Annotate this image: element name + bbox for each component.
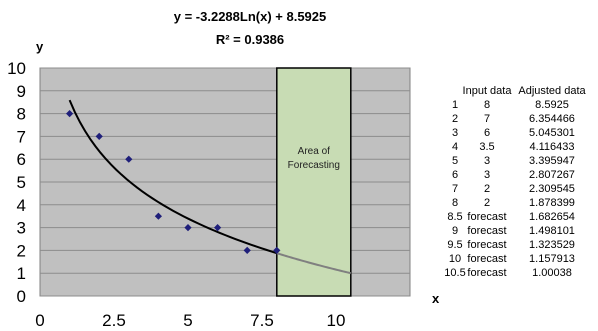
x-tick-label: 5 [183, 311, 192, 326]
data-point [273, 246, 281, 254]
table-cell: 2.807267 [529, 169, 575, 181]
y-tick-label: 5 [17, 173, 26, 192]
table-header: Input data [463, 85, 513, 97]
table-cell: 2 [484, 183, 490, 195]
data-point [125, 155, 133, 163]
table-cell: 1.00038 [532, 267, 572, 279]
y-tick-label: 9 [17, 82, 26, 101]
y-axis-label: y [36, 39, 44, 54]
table-cell: 1.157913 [529, 253, 575, 265]
x-tick-label: 0 [35, 311, 44, 326]
data-point [243, 246, 251, 254]
y-tick-label: 1 [17, 264, 26, 283]
data-point [154, 212, 162, 220]
table-cell: 1.682654 [529, 211, 575, 223]
table-cell: forecast [467, 239, 506, 251]
data-point [214, 224, 222, 232]
table-cell: 8 [484, 99, 490, 111]
chart-r-squared: R² = 0.9386 [216, 32, 284, 47]
y-tick-label: 0 [17, 287, 26, 306]
table-cell: 6.354466 [529, 113, 575, 125]
y-tick-label: 10 [7, 59, 26, 78]
plot-layer: Area of Forecasting 0 1 2 3 4 5 6 7 8 9 10 0 2.5 5 7.5 10 [7, 59, 411, 330]
table-cell: 1.323529 [529, 239, 575, 251]
table-cell: 7 [484, 113, 490, 125]
table-cell: 9 [452, 225, 458, 237]
table-cell: 10 [449, 253, 461, 265]
table-cell: 3.5 [479, 141, 494, 153]
table-cell: 1.878399 [529, 197, 575, 209]
table-cell: forecast [467, 211, 506, 223]
forecast-region [276, 67, 352, 297]
table-cell: 1.498101 [529, 225, 575, 237]
table-cell: 4.116433 [529, 141, 574, 153]
table-cell: 3 [484, 169, 490, 181]
table-cell: forecast [467, 225, 506, 237]
x-axis-label: x [432, 291, 440, 306]
table-cell: 9.5 [447, 239, 462, 251]
table-cell: 5.045301 [529, 127, 575, 139]
y-tick-label: 3 [17, 219, 26, 238]
chart-equation: y = -3.2288Ln(x) + 8.5925 [174, 9, 326, 24]
y-tick-label: 4 [17, 196, 26, 215]
table-cell: 4 [452, 141, 458, 153]
data-point [95, 132, 103, 140]
y-tick-label: 7 [17, 127, 26, 146]
table-cell: 3.395947 [529, 155, 575, 167]
table-cell: forecast [467, 253, 506, 265]
table-cell: 8 [452, 197, 458, 209]
y-tick-label: 8 [17, 105, 26, 124]
table-cell: 10.5 [444, 267, 465, 279]
table-cell: 1 [452, 99, 458, 111]
table-cell: 3 [484, 155, 490, 167]
table-header: Adjusted data [518, 85, 586, 97]
trendline-fitted [68, 99, 278, 255]
table-cell: 8.5 [447, 211, 462, 223]
table-cell: 6 [484, 127, 490, 139]
table-cell: 6 [452, 169, 458, 181]
x-tick-label: 2.5 [102, 311, 126, 326]
x-tick-label: 10 [327, 311, 346, 326]
data-point [184, 224, 192, 232]
table-cell: 8.5925 [535, 99, 569, 111]
data-point [66, 110, 74, 118]
table-cell: 2 [484, 197, 490, 209]
table-cell: 2 [452, 113, 458, 125]
table-cell: 5 [452, 155, 458, 167]
table-cell: forecast [467, 267, 506, 279]
forecast-region-label: Area of [298, 146, 330, 157]
table-cell: 7 [452, 183, 458, 195]
y-tick-label: 6 [17, 150, 26, 169]
x-tick-label: 7.5 [250, 311, 274, 326]
trendline-forecast [276, 252, 352, 275]
table-cell: 3 [452, 127, 458, 139]
y-tick-label: 2 [17, 241, 26, 260]
forecast-region-label: Forecasting [288, 160, 340, 171]
table-cell: 2.309545 [529, 183, 575, 195]
